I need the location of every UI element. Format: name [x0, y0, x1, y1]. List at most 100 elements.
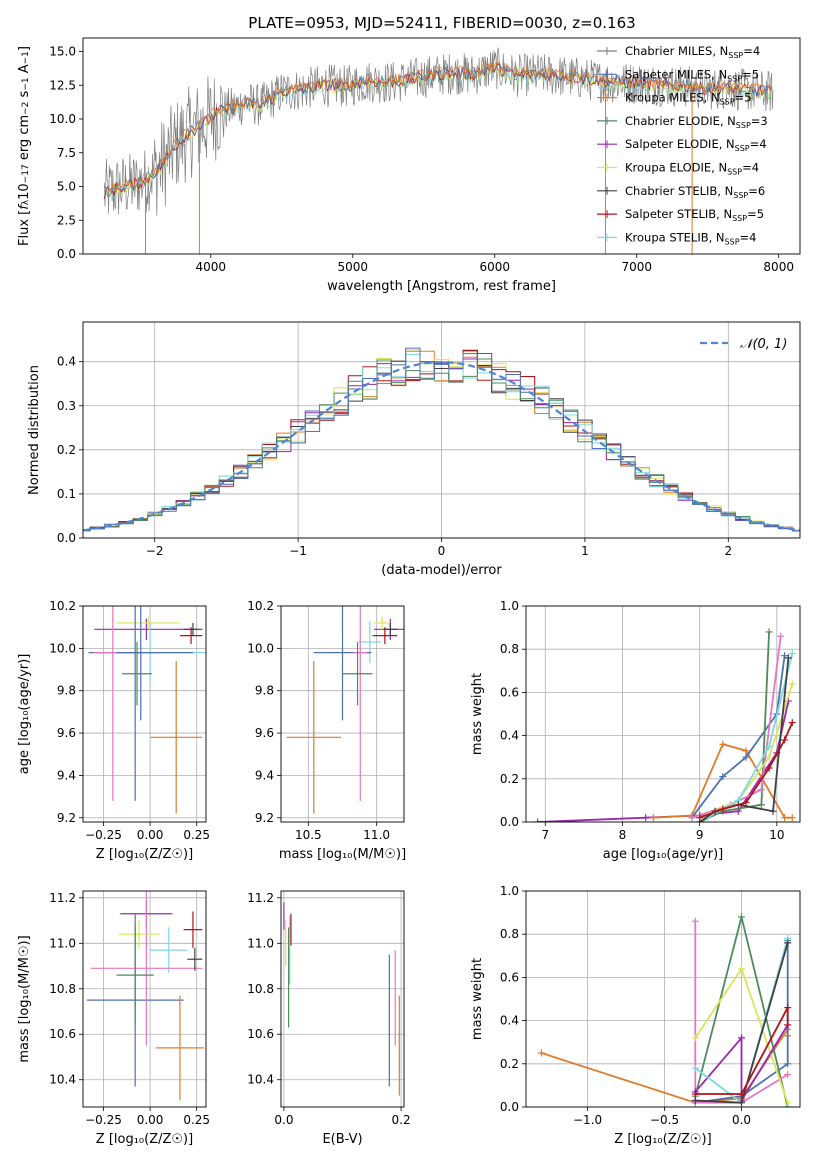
- weight-marker: [757, 786, 765, 794]
- weight-marker: [738, 1034, 746, 1042]
- x-tick-label: −1: [289, 544, 307, 558]
- errorbar-point-chabrier_stelib: [183, 622, 203, 636]
- panel-age-vs-mass: 10.5 11.0 9.2 9.4 9.6 9.8 10.0 10.2 mass [log₁₀(…: [247, 599, 406, 862]
- y-tick-label: 10.8: [247, 982, 274, 996]
- weight-marker: [537, 1049, 545, 1057]
- weight-marker: [781, 814, 789, 822]
- x-tick-label: 0.0: [274, 1113, 293, 1127]
- plot-area-spectrum: [103, 47, 774, 254]
- legend-entry-value: =3: [751, 114, 768, 128]
- x-tick-label: −0.25: [85, 1113, 122, 1127]
- y-tick-label: 9.6: [255, 726, 274, 740]
- weight-marker: [788, 719, 796, 727]
- legend-entry-label: Salpeter MILES, N: [625, 67, 727, 81]
- weight-marker: [642, 814, 650, 822]
- y-tick-label: 0.0: [57, 247, 76, 261]
- y-axis-label: mass weight: [470, 958, 485, 1040]
- weight-marker: [784, 1060, 792, 1068]
- y-axis-label: mass weight: [470, 673, 485, 755]
- legend-entry-subscript: SSP: [725, 237, 740, 246]
- legend-entry-label: Kroupa ELODIE, N: [625, 161, 727, 175]
- x-tick-label: 7000: [621, 260, 652, 274]
- x-tick-label: 0.25: [183, 828, 210, 842]
- y-axis-label-part: s: [17, 90, 32, 101]
- x-axis-label: Z [log₁₀(Z/Z☉)]: [614, 1132, 711, 1147]
- weight-marker: [784, 1071, 792, 1079]
- legend-entry-label: Chabrier STELIB, N: [625, 184, 733, 198]
- legend-entry-value: =6: [748, 184, 765, 198]
- weight-marker: [765, 742, 773, 750]
- x-tick-label: 8000: [763, 260, 794, 274]
- y-tick-label: 0.2: [500, 1057, 519, 1071]
- y-tick-label: 11.0: [247, 936, 274, 950]
- y-tick-label: 1.0: [500, 884, 519, 898]
- weight-marker: [719, 805, 727, 813]
- legend-entry-subscript: SSP: [727, 168, 742, 177]
- panel-spectrum: 4000 5000 6000 7000 8000 0.0 2.5 5.0 7.5 10.0 12.5…: [17, 37, 801, 294]
- x-tick-label: −0.5: [650, 1113, 679, 1127]
- weight-marker: [757, 801, 765, 809]
- y-axis-label: Normed distribution: [27, 365, 42, 495]
- x-axis-label: Z [log₁₀(Z/Z☉)]: [96, 1132, 193, 1147]
- x-tick-label: 4000: [196, 260, 227, 274]
- model-spectrum-line-salpeter_stelib: [103, 63, 773, 200]
- weight-marker: [691, 1097, 699, 1105]
- y-tick-label: 5.0: [57, 180, 76, 194]
- weight-line-chabrier_elodie: [699, 631, 770, 822]
- weight-marker: [738, 1099, 746, 1107]
- weight-marker: [781, 652, 789, 660]
- x-tick-label: 11.0: [363, 828, 390, 842]
- plot-area-weight-vs-z: [537, 913, 792, 1107]
- errorbar-point-pink: [353, 606, 368, 801]
- errorbar-point-kroupa_miles: [155, 995, 205, 1101]
- weight-marker: [691, 1064, 699, 1072]
- model-spectrum-line-kroupa_elodie: [103, 63, 773, 198]
- errorbar-point-salpeter_elodie: [94, 618, 199, 640]
- legend-entry-value: =5: [747, 207, 764, 221]
- y-tick-label: 9.8: [255, 684, 274, 698]
- weight-line-pink: [694, 921, 789, 1104]
- errorbar-point-kroupa_elodie: [116, 616, 180, 630]
- y-axis-label-part: −17: [21, 164, 31, 183]
- histogram-salpeter_miles: [83, 347, 800, 532]
- axes-frame: [82, 321, 801, 539]
- y-tick-label: 0.0: [57, 531, 76, 545]
- x-tick-label: 0.2: [392, 1113, 411, 1127]
- weight-marker: [769, 807, 777, 815]
- legend-entry-normal: 𝒩(0, 1): [740, 337, 787, 352]
- errorbar-point-chabrier_stelib: [187, 947, 203, 971]
- errorbar-point-kroupa_elodie: [118, 920, 160, 948]
- x-tick-label: 8: [619, 828, 627, 842]
- weight-marker: [688, 814, 696, 822]
- y-axis-label-part: λ: [21, 199, 31, 205]
- legend-entry-value: =5: [735, 91, 752, 105]
- x-tick-label: 2: [724, 544, 732, 558]
- panel-residuals: −2 −1 0 1 2 0.0 0.1 0.2 0.3 0.4 (data-model)/error…: [27, 321, 801, 578]
- plot-area-mass-vs-z: [86, 891, 205, 1101]
- weight-marker: [784, 939, 792, 947]
- y-axis-label: mass [log₁₀(M/M☉)]: [17, 935, 32, 1062]
- x-tick-label: 0.00: [137, 828, 164, 842]
- weight-marker: [696, 814, 704, 822]
- plot-area-residuals: [83, 347, 800, 532]
- legend-entry: Kroupa MILES, NSSP=5: [625, 91, 751, 107]
- weight-marker: [738, 965, 746, 973]
- weight-marker: [765, 628, 773, 636]
- weight-line-salpeter_elodie: [537, 700, 790, 822]
- y-tick-label: 9.4: [57, 768, 76, 782]
- panel-mass-vs-z: −0.25 0.00 0.25 10.4 10.6 10.8 11.0 11.2 Z [log₁…: [17, 890, 210, 1147]
- legend-entry: Chabrier ELODIE, NSSP=3: [625, 114, 768, 130]
- y-tick-label: 10.0: [247, 641, 274, 655]
- y-tick-label: 7.5: [57, 146, 76, 160]
- weight-line-salpeter_elodie: [694, 1024, 789, 1104]
- plot-area-age-vs-mass: [286, 606, 404, 814]
- y-axis-label-part: −1: [21, 77, 31, 90]
- y-tick-label: 10.2: [247, 599, 274, 613]
- panel-weight-vs-z: −1.0 −0.5 0.0 0.0 0.2 0.4 0.6 0.8 1.0 Z [log₁₀(Z/…: [470, 884, 801, 1147]
- y-axis-label-part: −1: [21, 51, 31, 64]
- weight-marker: [742, 799, 750, 807]
- axes-frame: [82, 37, 801, 255]
- y-tick-label: 0.8: [500, 927, 519, 941]
- histogram-kroupa_elodie: [83, 349, 800, 531]
